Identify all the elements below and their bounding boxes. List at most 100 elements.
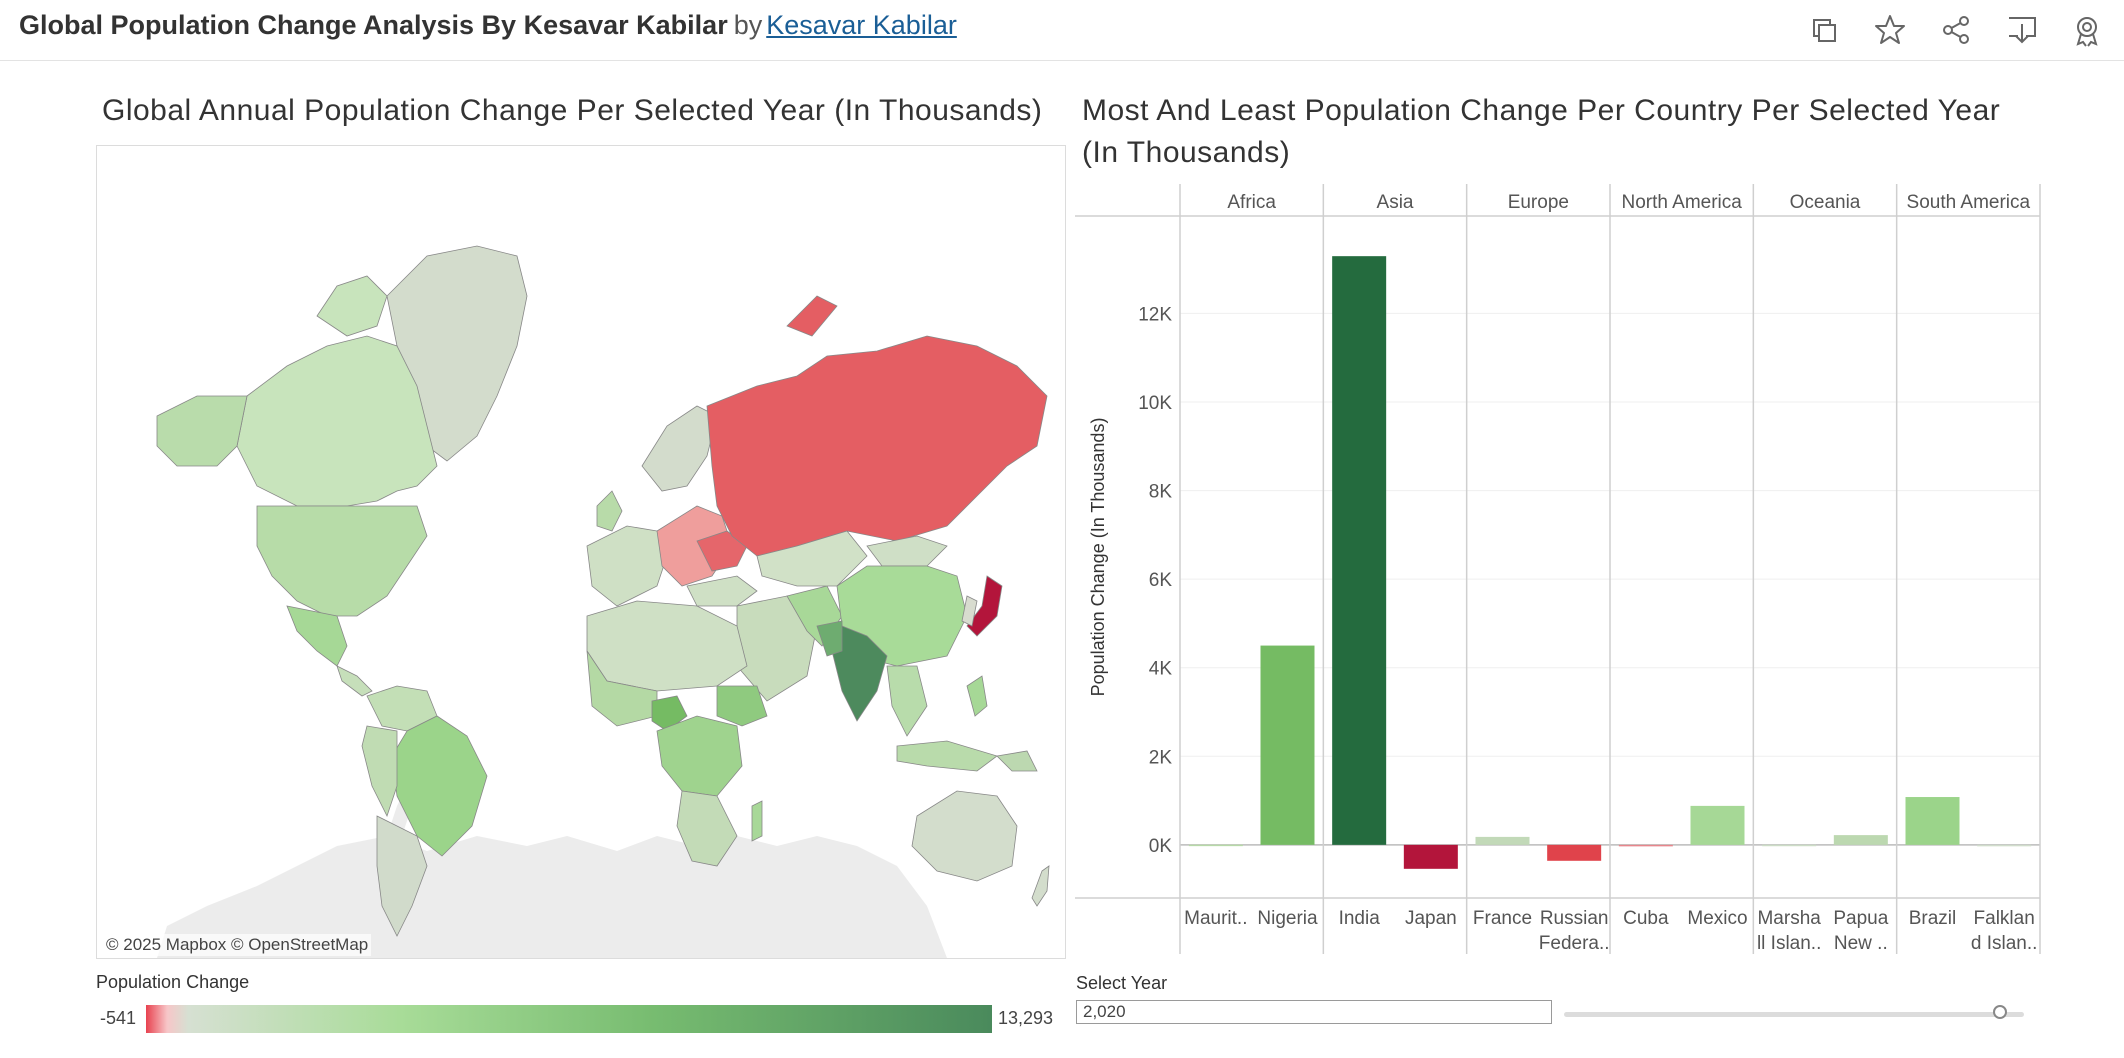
region-central-asia (756, 530, 868, 587)
region-indonesia (896, 740, 998, 772)
region-novaya-zemlya (786, 295, 838, 337)
y-tick-label: 2K (1149, 747, 1173, 768)
y-tick-label: 8K (1149, 482, 1173, 503)
region-japan (966, 575, 1003, 637)
legend-min-label: -541 (100, 1008, 137, 1028)
y-axis-title: Population Change (In Thousands) (1088, 418, 1108, 697)
bar[interactable] (1905, 797, 1960, 845)
region-ukraine (696, 530, 748, 572)
legend-title: Population Change (96, 972, 250, 992)
region-central-america (336, 665, 373, 697)
x-tick-label: Falklan (1974, 908, 2035, 929)
region-argentina-chile (376, 815, 428, 937)
x-tick-label: Cuba (1623, 908, 1669, 929)
region-australia (911, 790, 1018, 882)
region-north-africa (586, 600, 748, 692)
star-icon[interactable] (1872, 12, 1908, 48)
region-scandinavia (641, 405, 718, 492)
region-canada (236, 335, 438, 507)
x-tick-label: Mexico (1687, 908, 1747, 929)
x-tick-label: Nigeria (1257, 908, 1318, 929)
by-label: by (733, 10, 763, 40)
region-india (831, 625, 888, 722)
dashboard-title: Global Population Change Analysis By Kes… (19, 10, 728, 40)
region-turkey (686, 575, 758, 607)
region-western-europe (586, 525, 668, 607)
x-tick-label: ll Islan.. (1757, 933, 1821, 954)
x-tick-label: Brazil (1909, 908, 1957, 929)
map-attribution[interactable]: © 2025 Mapbox © OpenStreetMap (103, 934, 372, 956)
y-tick-label: 10K (1138, 393, 1172, 414)
y-tick-label: 4K (1149, 659, 1173, 680)
duplicate-icon[interactable] (1806, 12, 1842, 48)
region-pakistan (816, 620, 843, 657)
legend-color-ramp (146, 1005, 992, 1033)
region-ethiopia (716, 685, 768, 727)
bar[interactable] (1833, 835, 1888, 845)
download-icon[interactable] (2004, 12, 2040, 48)
group-header-asia: Asia (1377, 192, 1414, 213)
region-madagascar (751, 800, 763, 842)
bar[interactable] (1977, 844, 2032, 847)
group-header-africa: Africa (1227, 192, 1276, 213)
year-filter-label: Select Year (1076, 973, 1168, 993)
badge-icon[interactable] (2069, 12, 2105, 48)
region-central-africa (656, 715, 743, 797)
legend-max-label: 13,293 (998, 1008, 1054, 1028)
bar[interactable] (1475, 836, 1530, 845)
world-map-canvas[interactable] (97, 146, 1065, 958)
y-tick-label: 6K (1149, 570, 1173, 591)
bar-chart[interactable]: 0K 2K 4K 6K 8K 10K 12K Population Change (In Th… (1075, 184, 2045, 960)
x-tick-label: France (1473, 908, 1532, 929)
year-slider-thumb[interactable] (1993, 1005, 2007, 1019)
x-tick-label: India (1339, 908, 1381, 929)
header-bar (0, 0, 2124, 61)
group-header-europe: Europe (1508, 192, 1569, 213)
region-new-zealand (1031, 865, 1050, 907)
region-uk (596, 490, 623, 532)
region-usa (256, 505, 428, 617)
region-southeast-asia (886, 665, 928, 737)
author-link[interactable]: Kesavar Kabilar (766, 10, 957, 40)
region-alaska (156, 395, 248, 467)
bar[interactable] (1260, 645, 1315, 845)
region-philippines (966, 675, 988, 717)
x-tick-label: Maurit.. (1184, 908, 1247, 929)
region-korea (961, 595, 978, 627)
group-header-north-america: North America (1621, 192, 1742, 213)
bar[interactable] (1690, 805, 1745, 845)
region-russia (706, 335, 1048, 557)
y-tick-label: 12K (1138, 304, 1172, 325)
region-mongolia (866, 535, 948, 567)
bar[interactable] (1332, 256, 1387, 845)
year-slider-track[interactable] (1564, 1012, 2024, 1017)
chart-title-line-2: (In Thousands) (1082, 136, 1291, 169)
x-tick-label: Japan (1405, 908, 1457, 929)
x-tick-label: Russian (1540, 908, 1609, 929)
world-map[interactable]: © 2025 Mapbox © OpenStreetMap (96, 145, 1066, 959)
bar[interactable] (1403, 844, 1458, 869)
y-tick-label: 0K (1149, 836, 1173, 857)
group-header-oceania: Oceania (1790, 192, 1861, 213)
map-title: Global Annual Population Change Per Sele… (102, 94, 1043, 127)
year-input[interactable] (1076, 1000, 1552, 1024)
bar[interactable] (1188, 844, 1243, 847)
chart-title: Most And Least Population Change Per Cou… (1082, 90, 2000, 174)
x-tick-label: Federa.. (1539, 933, 1610, 954)
group-header-south-america: South America (1907, 192, 2031, 213)
bar[interactable] (1618, 844, 1673, 847)
region-papua-new-guinea (996, 750, 1038, 772)
dashboard-title-block: Global Population Change Analysis By Kes… (19, 10, 957, 41)
chart-title-line-1: Most And Least Population Change Per Cou… (1082, 94, 2001, 127)
x-tick-label: Papua (1833, 908, 1888, 929)
region-antarctica (157, 836, 947, 958)
bar[interactable] (1547, 844, 1602, 861)
bar[interactable] (1762, 844, 1817, 847)
share-icon[interactable] (1938, 12, 1974, 48)
region-southern-africa (676, 790, 738, 867)
x-tick-label: d Islan.. (1971, 933, 2038, 954)
x-tick-label: Marsha (1757, 908, 1821, 929)
x-tick-label: New .. (1834, 933, 1888, 954)
region-peru-bolivia (361, 725, 398, 818)
region-canada-islands (316, 275, 388, 337)
